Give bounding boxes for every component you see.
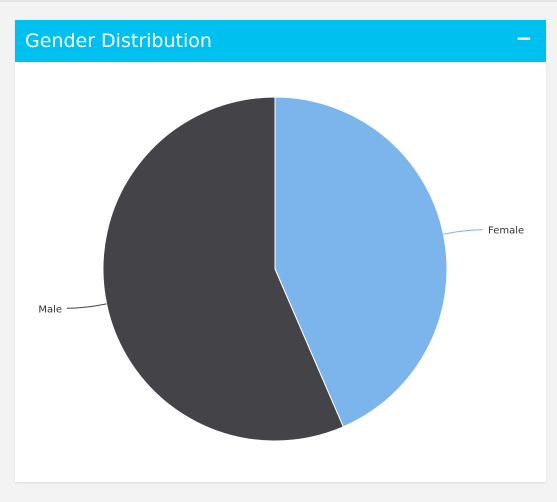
pie-labels: Female Male — [38, 226, 524, 316]
slice-label-female: Female — [488, 226, 524, 237]
pie-slices — [102, 96, 448, 442]
top-strip — [0, 0, 557, 2]
leader-line-female — [443, 229, 484, 235]
panel-title: Gender Distribution — [25, 30, 212, 52]
slice-label-male: Male — [38, 304, 62, 315]
panel-header: Gender Distribution − — [15, 20, 546, 62]
leader-line-male — [66, 303, 107, 309]
collapse-button[interactable]: − — [515, 26, 533, 50]
